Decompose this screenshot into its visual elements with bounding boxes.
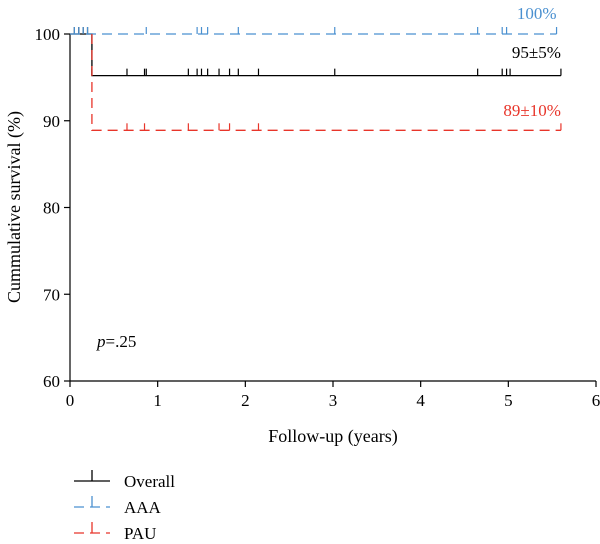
axes: 0 1 2 3 4 5 6 60 70 80 90 100 (35, 25, 600, 410)
legend-label-aaa: AAA (124, 498, 162, 517)
y-tick-label: 70 (43, 285, 60, 304)
x-tick-label: 1 (153, 391, 162, 410)
p-value-label: p=.25 (96, 332, 136, 351)
annotation-pau: 89±10% (503, 101, 561, 120)
annotation-overall: 95±5% (512, 43, 561, 62)
x-axis-title: Follow-up (years) (268, 426, 397, 447)
y-tick-label: 60 (43, 372, 60, 391)
legend-label-overall: Overall (124, 472, 175, 491)
x-tick-label: 2 (241, 391, 250, 410)
series-line-overall (70, 33, 561, 77)
y-tick-label: 90 (43, 112, 60, 131)
x-tick-label: 0 (66, 391, 75, 410)
y-tick-label: 80 (43, 199, 60, 218)
x-tick-label: 6 (592, 391, 600, 410)
y-axis-title: Cummulative survival (%) (4, 111, 25, 303)
legend-label-pau: PAU (124, 524, 156, 543)
y-tick-label: 100 (35, 25, 61, 44)
x-tick-label: 5 (504, 391, 513, 410)
series-line-pau (91, 34, 561, 131)
x-tick-label: 4 (416, 391, 425, 410)
annotation-aaa: 100% (517, 4, 557, 23)
legend: Overall AAA PAU (74, 470, 175, 543)
plot-area: 95±5% 100% 89±10% (70, 4, 562, 131)
x-tick-label: 3 (329, 391, 338, 410)
